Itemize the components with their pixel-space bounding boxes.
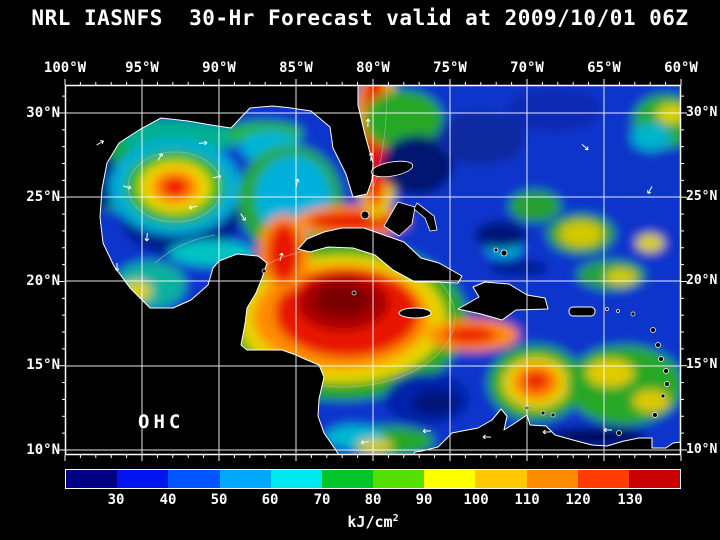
lat-tick-label: 30°N bbox=[686, 105, 718, 120]
lon-tick-label: 85°W bbox=[279, 60, 313, 76]
colorbar-segment bbox=[373, 470, 425, 488]
colorbar-segment bbox=[270, 470, 322, 488]
lon-tick-label: 80°W bbox=[356, 60, 390, 76]
colorbar-tick: 120 bbox=[565, 492, 591, 508]
lon-tick-label: 70°W bbox=[510, 60, 544, 76]
lat-tick-label: 10°N bbox=[26, 442, 60, 458]
grid-layer bbox=[65, 85, 681, 455]
colorbar-segment bbox=[424, 470, 476, 488]
lat-tick-label: 20°N bbox=[26, 273, 60, 289]
colorbar-segment bbox=[577, 470, 629, 488]
lon-tick-label: 90°W bbox=[202, 60, 236, 76]
puerto-rico-island bbox=[568, 306, 596, 317]
unit-exponent: 2 bbox=[392, 513, 399, 524]
colorbar-unit-label: kJ/cm2 bbox=[273, 513, 473, 531]
small-islands bbox=[261, 268, 670, 436]
colorbar-segment bbox=[321, 470, 374, 488]
ohc-variable-label: OHC bbox=[138, 411, 184, 433]
colorbar-tick: 50 bbox=[210, 492, 228, 508]
ohc-heatmap: OHC bbox=[59, 79, 687, 461]
colorbar-segment bbox=[168, 470, 220, 488]
lat-tick-label: 25°N bbox=[26, 189, 60, 205]
hispaniola-island bbox=[457, 281, 549, 321]
axis-ticks bbox=[59, 79, 687, 461]
lon-tick-label: 100°W bbox=[43, 60, 87, 76]
colorbar-tick: 100 bbox=[463, 492, 489, 508]
colorbar-tick: 40 bbox=[159, 492, 177, 508]
colorbar-tick: 110 bbox=[514, 492, 540, 508]
jamaica-island bbox=[398, 307, 432, 319]
colorbar-tick: 60 bbox=[261, 492, 279, 508]
colorbar-segment bbox=[117, 470, 169, 488]
colorbar-tick: 130 bbox=[617, 492, 643, 508]
lon-tick-label: 65°W bbox=[587, 60, 621, 76]
lat-tick-label: 10°N bbox=[686, 442, 718, 457]
colorbar-tick: 90 bbox=[415, 492, 433, 508]
colorbar-segment bbox=[526, 470, 578, 488]
unit-text: kJ/cm bbox=[347, 513, 393, 531]
colorbar-segment bbox=[475, 470, 527, 488]
lat-tick-label: 25°N bbox=[686, 189, 718, 204]
colorbar-tick: 80 bbox=[364, 492, 382, 508]
colorbar-tick: 30 bbox=[107, 492, 125, 508]
lat-tick-label: 30°N bbox=[26, 105, 60, 121]
colorbar-tick: 70 bbox=[313, 492, 331, 508]
map-plot-area: OHC bbox=[59, 79, 687, 461]
lat-tick-label: 15°N bbox=[26, 357, 60, 373]
colorbar bbox=[65, 469, 681, 489]
colorbar-segment bbox=[628, 470, 681, 488]
bahama-banks bbox=[360, 160, 508, 257]
lon-tick-label: 75°W bbox=[433, 60, 467, 76]
cuba-island bbox=[297, 227, 463, 284]
lat-tick-label: 20°N bbox=[686, 273, 718, 288]
lon-tick-label: 60°W bbox=[664, 60, 698, 76]
contour-lines bbox=[127, 86, 567, 407]
lat-tick-label: 15°N bbox=[686, 357, 718, 372]
colorbar-segment bbox=[66, 470, 118, 488]
plot-title: NRL IASNFS 30-Hr Forecast valid at 2009/… bbox=[31, 6, 689, 30]
map-frame bbox=[64, 84, 682, 456]
lon-tick-label: 95°W bbox=[125, 60, 159, 76]
colorbar-segment bbox=[219, 470, 271, 488]
